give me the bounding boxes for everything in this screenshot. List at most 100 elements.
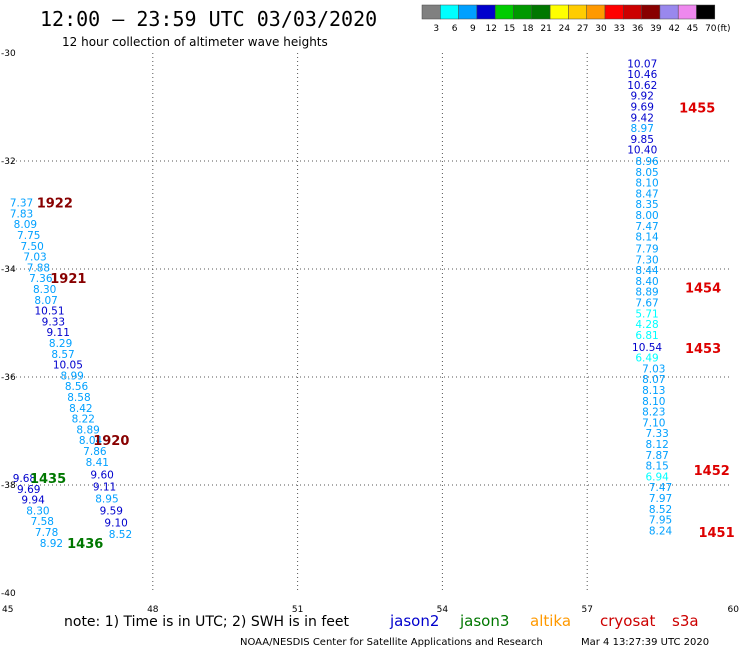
- colorbar-label: 6: [452, 24, 458, 34]
- wave-height-label: 7.58: [31, 516, 54, 528]
- wave-height-label: 7.95: [649, 515, 672, 527]
- colorbar-swatch: [440, 4, 459, 20]
- satellite-legend-jason3: jason3: [459, 612, 509, 630]
- wave-height-label: 8.00: [635, 210, 658, 222]
- colorbar-swatch: [586, 4, 606, 20]
- colorbar-swatch: [568, 4, 587, 20]
- colorbar-label: 45: [687, 24, 698, 34]
- pass-time-label: 1922: [37, 197, 73, 212]
- x-tick-label: 54: [437, 605, 449, 615]
- colorbar-label: 36: [632, 24, 644, 34]
- colorbar-swatch: [623, 4, 642, 20]
- wave-height-label: 7.67: [635, 297, 658, 309]
- wave-height-label: 9.69: [17, 484, 40, 496]
- wave-height-label: 9.33: [42, 316, 65, 328]
- wave-height-label: 8.04: [79, 435, 103, 447]
- wave-height-label: 8.89: [635, 287, 658, 299]
- wave-height-label: 8.07: [642, 374, 665, 386]
- colorbar-swatch: [549, 4, 569, 20]
- wave-height-label: 7.97: [649, 493, 672, 505]
- wave-height-label: 8.35: [635, 199, 658, 211]
- wave-height-label: 9.60: [90, 470, 113, 482]
- colorbar-label: 42: [668, 24, 679, 34]
- wave-height-label: 8.56: [65, 381, 89, 393]
- wave-height-label: 8.58: [67, 392, 90, 404]
- wave-height-label: 9.68: [13, 473, 36, 485]
- wave-height-label: 10.05: [53, 360, 83, 372]
- wave-height-label: 7.33: [645, 428, 668, 440]
- wave-height-label: 10.40: [627, 145, 657, 157]
- wave-height-label: 8.95: [95, 494, 118, 506]
- wave-height-label: 8.15: [645, 461, 668, 473]
- colorbar: 3 6 9 12 15 18 21 24 27 30 33 36 39 42 45 70 (ft): [421, 4, 731, 34]
- colorbar-swatch: [696, 4, 716, 20]
- colorbar-swatch: [604, 4, 624, 20]
- wave-height-label: 7.37: [10, 198, 33, 210]
- colorbar-label: 39: [650, 24, 662, 34]
- colorbar-unit: (ft): [717, 24, 731, 34]
- wave-height-label: 10.46: [627, 69, 657, 81]
- wave-height-label: 8.05: [635, 167, 658, 179]
- wave-height-label: 8.07: [34, 295, 57, 307]
- wave-height-label: 8.96: [635, 156, 659, 168]
- pass-time-labels: 1455 1454 1453 1452 1451 1922 1921 1920 1435 1436: [30, 102, 735, 552]
- colorbar-swatch: [531, 4, 551, 20]
- wave-height-label: 9.92: [631, 91, 654, 103]
- wave-height-label: 7.75: [17, 230, 40, 242]
- wave-height-label: 8.13: [642, 385, 665, 397]
- y-tick-label: -34: [1, 265, 16, 275]
- wave-height-label: 8.30: [26, 505, 49, 517]
- chart-title: 12:00 – 23:59 UTC 03/03/2020: [40, 7, 377, 31]
- wave-height-label: 8.10: [635, 178, 658, 190]
- wave-height-label: 8.97: [631, 123, 654, 135]
- colorbar-label: 33: [614, 24, 625, 34]
- y-tick-label: -36: [1, 373, 16, 383]
- wave-height-label: 8.57: [51, 349, 74, 361]
- wave-height-label: 9.11: [93, 482, 116, 494]
- colorbar-label: 27: [577, 24, 588, 34]
- colorbar-swatch: [421, 4, 441, 20]
- x-tick-label: 45: [2, 605, 13, 615]
- wave-height-label: 8.40: [635, 276, 658, 288]
- pass-time-label: 1453: [685, 342, 721, 357]
- pass-time-label: 1451: [698, 526, 734, 541]
- x-tick-label: 48: [147, 605, 159, 615]
- pass-time-label: 1455: [679, 102, 715, 117]
- colorbar-label: 12: [485, 24, 496, 34]
- wave-height-label: 8.10: [642, 396, 665, 408]
- footer-timestamp: Mar 4 13:27:39 UTC 2020: [581, 637, 709, 648]
- satellite-legend-altika: altika: [530, 612, 571, 630]
- wave-height-label: 10.62: [627, 80, 657, 92]
- chart-subtitle: 12 hour collection of altimeter wave hei…: [62, 35, 328, 49]
- wave-height-label: 7.83: [10, 208, 33, 220]
- colorbar-swatch: [659, 4, 679, 20]
- colorbar-label: 9: [470, 24, 476, 34]
- wave-height-label: 7.10: [642, 417, 665, 429]
- wave-height-label: 10.51: [34, 306, 64, 318]
- colorbar-label: 30: [595, 24, 607, 34]
- wave-height-label: 7.86: [83, 446, 107, 458]
- pass-time-label: 1454: [685, 281, 721, 296]
- wave-height-label: 8.99: [60, 370, 83, 382]
- wave-height-label: 7.47: [649, 482, 672, 494]
- x-tick-label: 60: [728, 605, 740, 615]
- wave-height-label: 8.52: [649, 504, 672, 516]
- wave-height-label: 8.44: [635, 265, 659, 277]
- wave-height-label: 10.07: [627, 58, 657, 70]
- wave-height-label: 9.85: [631, 134, 654, 146]
- pass-time-label: 1435: [30, 472, 66, 487]
- wave-height-label: 8.29: [49, 338, 72, 350]
- wave-height-label: 8.52: [109, 529, 132, 541]
- satellite-legend: jason2 jason3 altika cryosat s3a: [389, 612, 699, 630]
- wave-height-label: 7.50: [20, 241, 43, 253]
- pass-time-label: 1920: [93, 434, 129, 449]
- pass-time-label: 1452: [694, 464, 730, 479]
- footer-credit: NOAA/NESDIS Center for Satellite Applica…: [240, 637, 543, 648]
- wave-height-label: 7.88: [27, 262, 50, 274]
- wave-height-label: 8.47: [635, 188, 658, 200]
- colorbar-swatch: [494, 4, 514, 20]
- colorbar-swatch: [458, 4, 478, 20]
- colorbar-swatch: [513, 4, 533, 20]
- wave-height-label: 9.42: [631, 112, 654, 124]
